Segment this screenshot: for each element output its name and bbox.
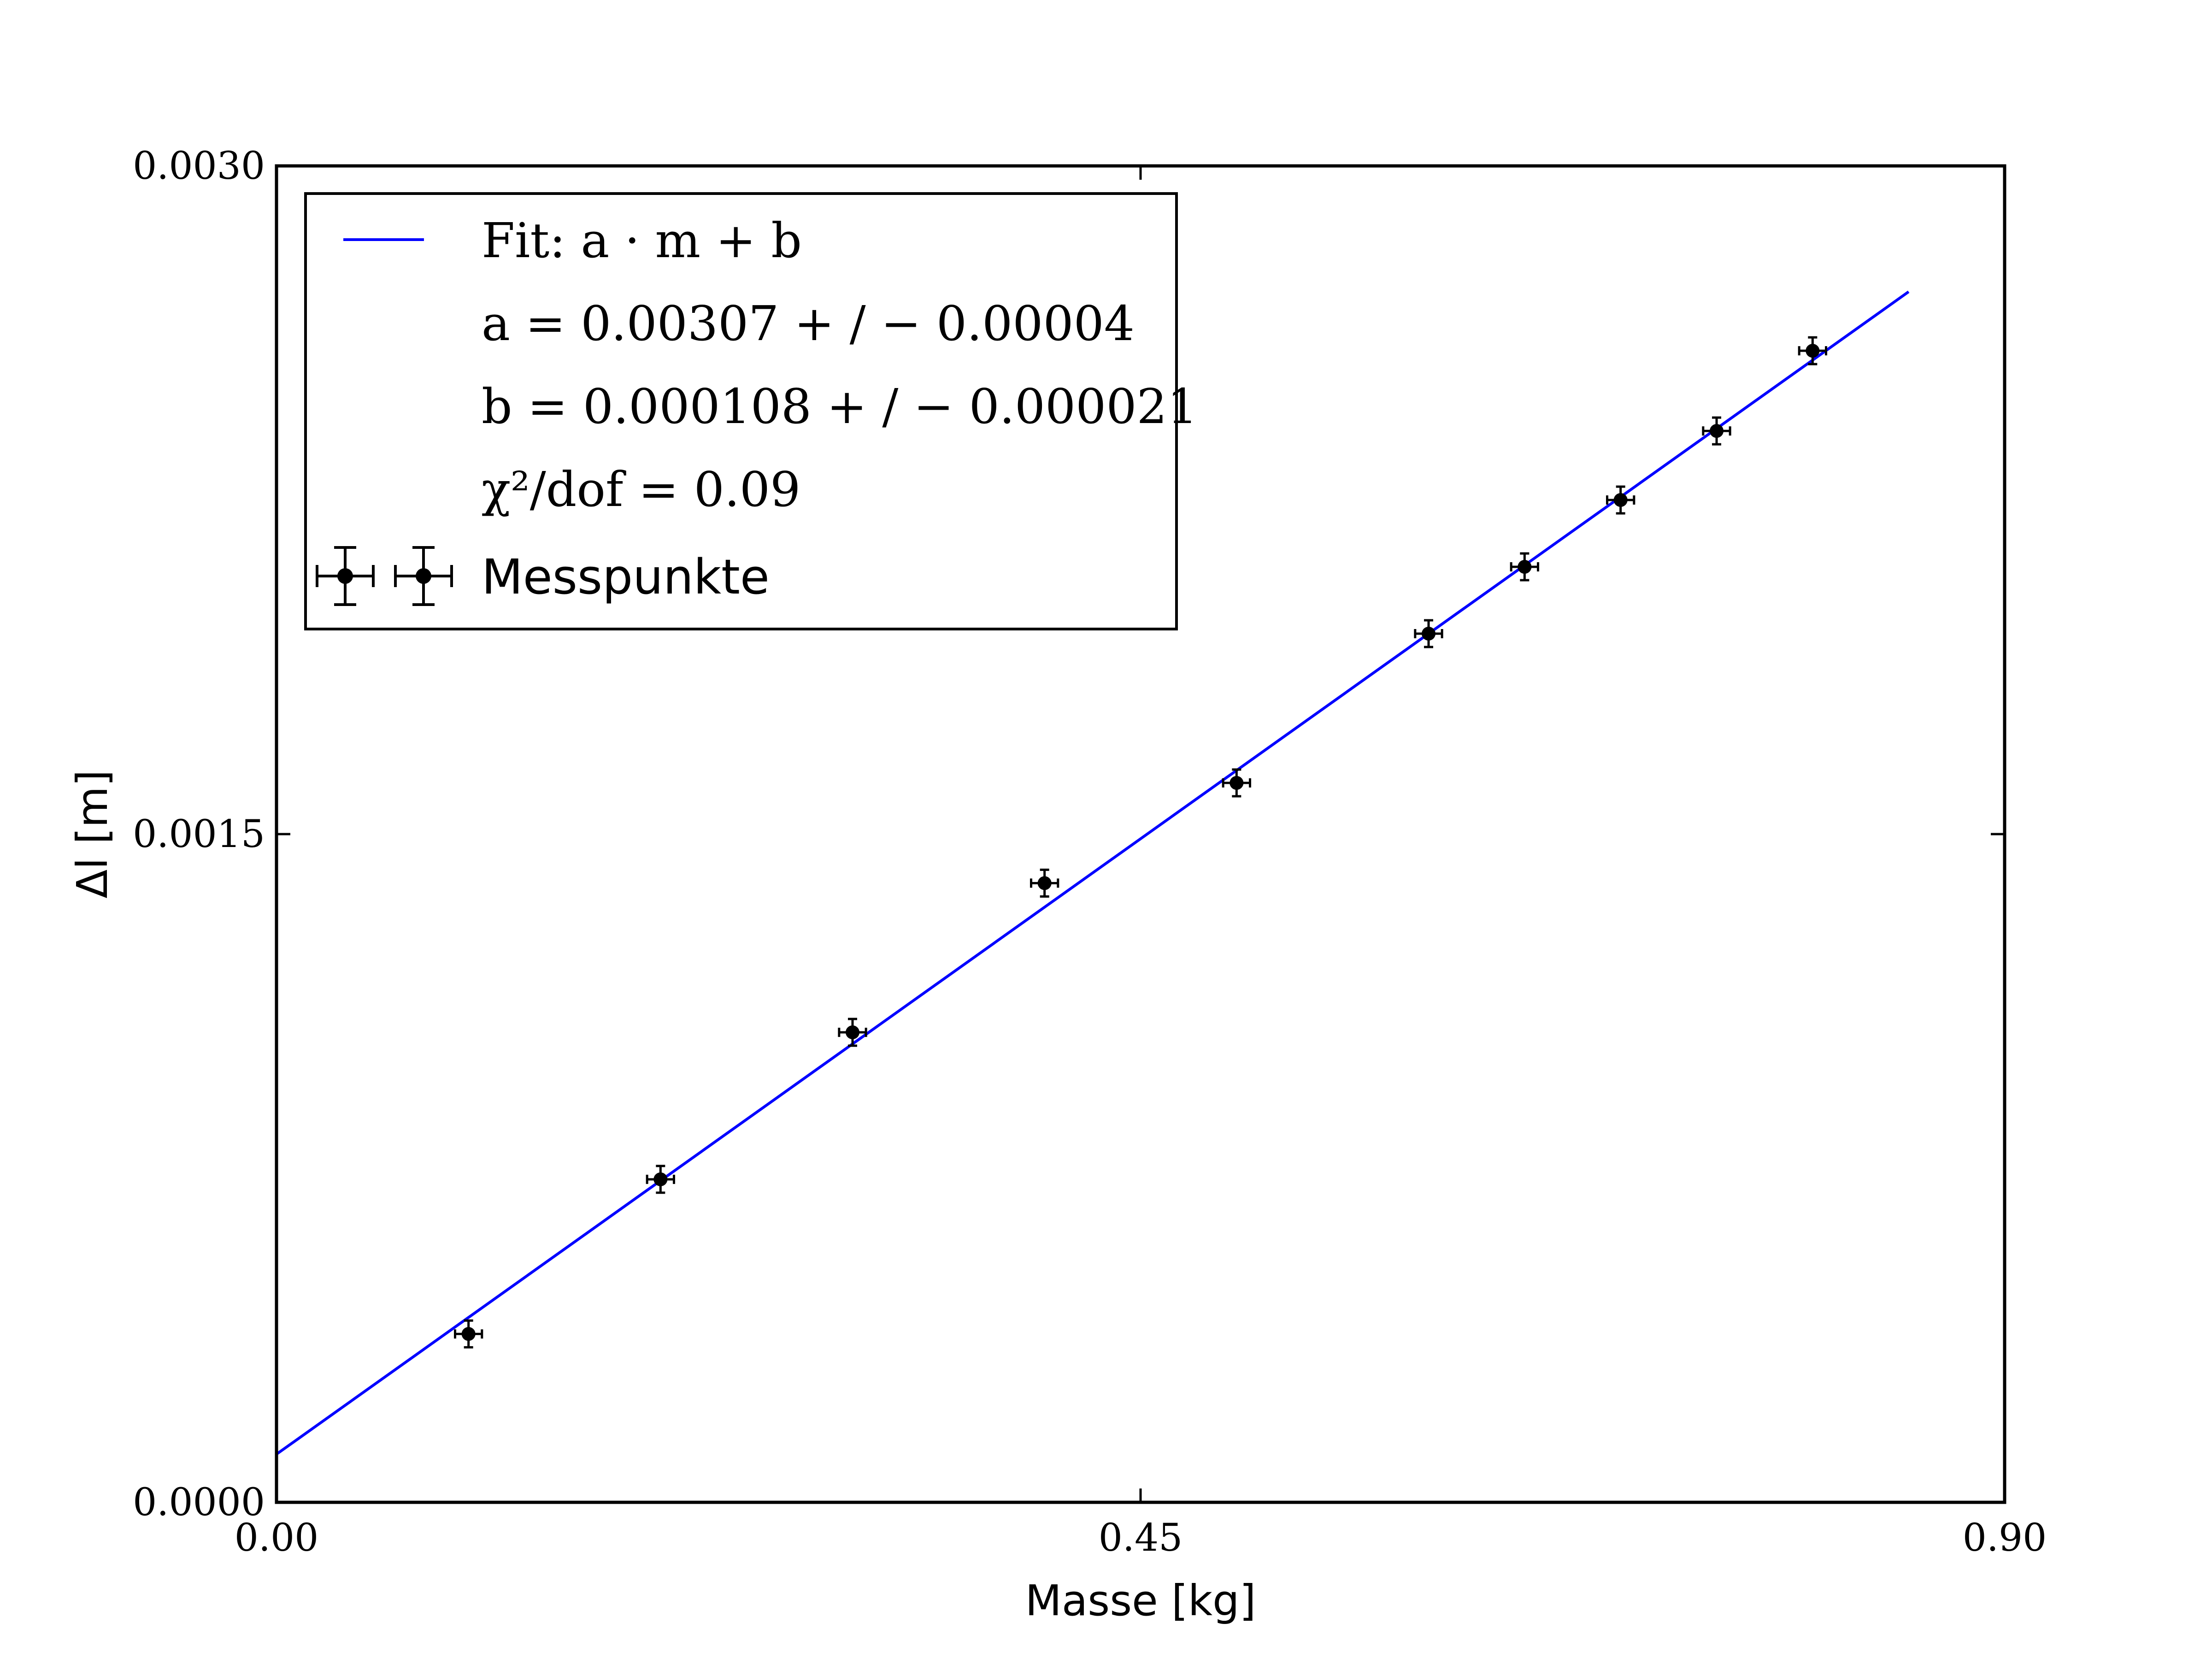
data-point-marker [1613,493,1628,507]
legend-errorbar-marker-1 [316,546,375,606]
data-point [1606,485,1635,515]
data-point [838,1018,867,1047]
data-point-marker [1230,776,1244,790]
fit-line-layer [276,290,1910,1456]
data-point [1222,768,1251,798]
data-point [646,1165,675,1194]
plot-area: 0.00 0.45 0.90 0.0000 0.0015 0.0030 [133,144,2047,1560]
ticks-layer: 0.00 0.45 0.90 0.0000 0.0015 0.0030 [133,144,2047,1560]
x-tick-label: 0.45 [1099,1516,1183,1560]
data-point [1414,619,1443,648]
legend-messpunkte-label: Messpunkte [482,549,770,605]
legend-fit-label: Fit: a · m + b [482,212,802,269]
data-point-marker [1518,560,1532,574]
legend-frame [304,192,1178,630]
y-tick-label: 0.0030 [133,144,265,188]
fit-line [276,290,1910,1456]
data-point-marker [1037,876,1052,890]
x-axis-label: Masse [kg] [1025,1576,1256,1625]
data-point-marker [846,1025,859,1040]
data-point-marker [1422,627,1435,641]
y-axis-label: Δl [m] [68,770,117,898]
y-tick-label: 0.0000 [133,1481,265,1524]
legend: Fit: a · m + b a = 0.00307 + / − 0.00004… [304,192,1198,630]
data-point-marker [1806,344,1820,358]
legend-errorbar-marker-2 [394,546,453,606]
legend-chi2-label: χ²/dof = 0.09 [482,461,800,518]
data-points-layer [454,336,1827,1349]
legend-a-label: a = 0.00307 + / − 0.00004 [482,295,1135,352]
data-point [454,1319,483,1349]
data-point-marker [1710,424,1724,438]
data-point-marker [461,1327,476,1341]
x-tick-label: 0.00 [235,1516,319,1560]
legend-errorbar-swatch [316,546,453,606]
y-tick-label: 0.0015 [133,812,265,856]
data-point-marker [653,1172,668,1187]
data-point [1702,416,1731,446]
x-tick-label: 0.90 [1963,1516,2047,1560]
legend-b-label: b = 0.000108 + / − 0.000021 [482,378,1198,435]
data-point [1030,868,1059,898]
data-point [1798,336,1827,365]
data-point [1510,552,1539,582]
